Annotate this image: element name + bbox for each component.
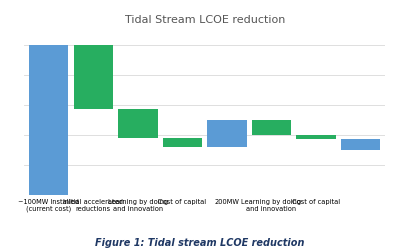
Bar <box>252 120 291 135</box>
Bar <box>163 138 202 147</box>
Bar <box>341 139 380 150</box>
Bar <box>74 45 113 110</box>
Bar <box>29 45 68 195</box>
Text: Figure 1: Tidal stream LCOE reduction: Figure 1: Tidal stream LCOE reduction <box>95 238 305 248</box>
Bar <box>118 110 158 138</box>
Bar <box>296 135 336 139</box>
Bar <box>207 120 246 147</box>
Title: Tidal Stream LCOE reduction: Tidal Stream LCOE reduction <box>124 15 285 25</box>
